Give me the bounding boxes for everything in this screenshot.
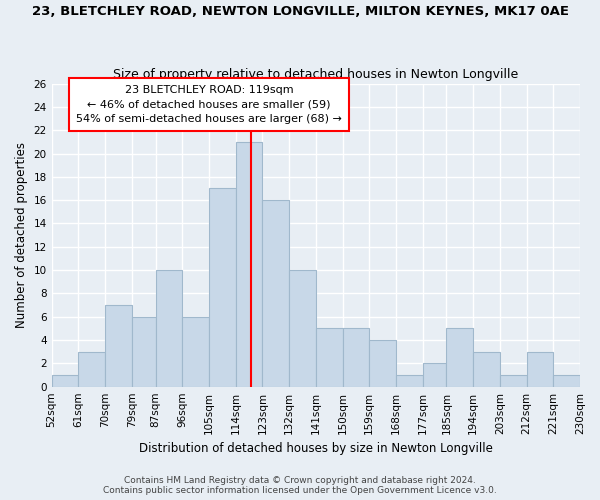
Bar (52, 375, 79, 386)
Bar (316, 328, 343, 386)
Bar (262, 200, 289, 386)
Bar (209, 188, 236, 386)
Y-axis label: Number of detached properties: Number of detached properties (15, 142, 28, 328)
Bar (236, 142, 262, 386)
Bar (182, 316, 209, 386)
Text: 23, BLETCHLEY ROAD, NEWTON LONGVILLE, MILTON KEYNES, MK17 0AE: 23, BLETCHLEY ROAD, NEWTON LONGVILLE, MI… (32, 5, 569, 18)
Bar (105, 305, 132, 386)
Bar (343, 328, 369, 386)
Bar (422, 364, 446, 386)
Bar (289, 270, 316, 386)
Text: 23 BLETCHLEY ROAD: 119sqm
← 46% of detached houses are smaller (59)
54% of semi-: 23 BLETCHLEY ROAD: 119sqm ← 46% of detac… (76, 84, 342, 124)
Bar (500, 375, 527, 386)
Title: Size of property relative to detached houses in Newton Longville: Size of property relative to detached ho… (113, 68, 518, 81)
Bar (155, 270, 182, 386)
Bar (396, 375, 422, 386)
Text: Contains HM Land Registry data © Crown copyright and database right 2024.
Contai: Contains HM Land Registry data © Crown c… (103, 476, 497, 495)
Bar (132, 316, 155, 386)
Bar (473, 352, 500, 386)
Bar (79, 352, 105, 386)
Bar (369, 340, 396, 386)
X-axis label: Distribution of detached houses by size in Newton Longville: Distribution of detached houses by size … (139, 442, 493, 455)
Bar (553, 375, 580, 386)
Bar (527, 352, 553, 386)
Bar (446, 328, 473, 386)
